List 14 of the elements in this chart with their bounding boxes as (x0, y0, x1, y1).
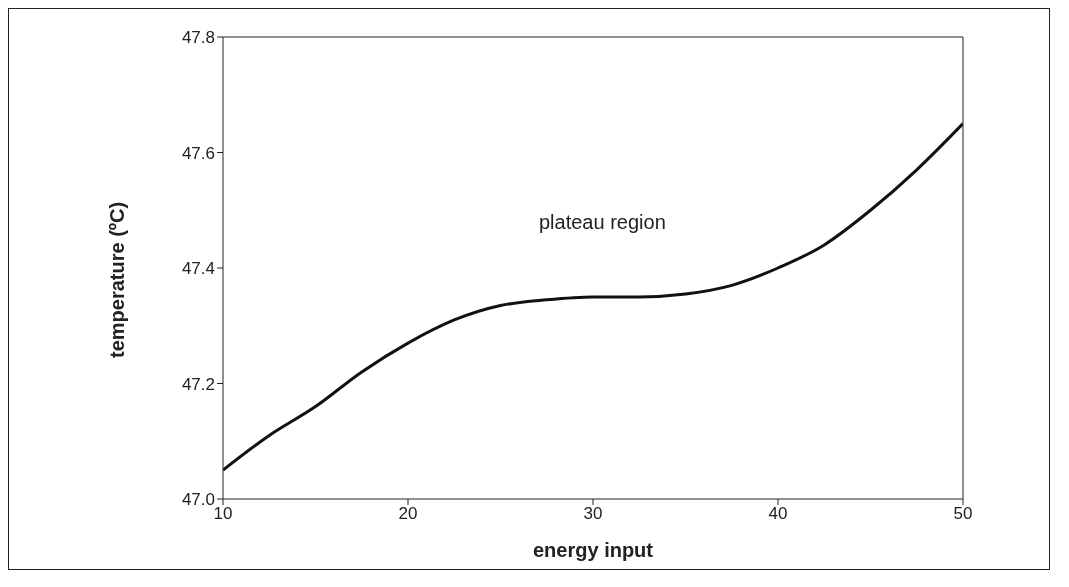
x-tick-label: 40 (768, 504, 788, 524)
x-tick-label: 30 (583, 504, 603, 524)
y-tick-label: 47.0 (181, 490, 215, 510)
line-series (223, 122, 963, 472)
y-tick-label: 47.2 (181, 374, 215, 394)
y-tick-label: 47.4 (181, 259, 215, 279)
y-axis-title: temperature (ºC) (106, 201, 129, 358)
x-tick-label: 10 (213, 504, 233, 524)
x-axis-title: energy input (532, 539, 654, 561)
y-tick-label: 47.6 (181, 143, 215, 163)
x-tick-label: 20 (398, 504, 418, 524)
y-tick-label: 47.8 (181, 28, 215, 48)
annotation: plateau region (539, 211, 666, 234)
x-tick-label: 50 (953, 504, 973, 524)
